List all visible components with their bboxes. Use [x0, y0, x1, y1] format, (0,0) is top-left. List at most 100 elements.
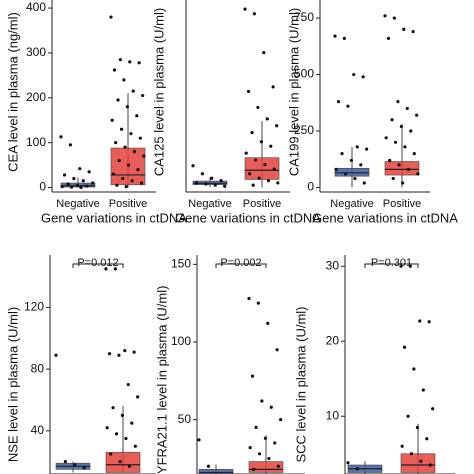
y-tick-label: 50 — [178, 412, 192, 426]
data-point — [87, 170, 91, 174]
data-point — [115, 183, 119, 187]
data-point — [260, 399, 264, 403]
data-point — [355, 145, 359, 149]
data-point — [85, 184, 89, 188]
data-point — [248, 172, 252, 176]
data-point — [123, 145, 127, 149]
y-tick-label: 250 — [294, 123, 314, 137]
data-point — [352, 72, 356, 77]
data-point — [132, 350, 136, 354]
data-point — [223, 184, 227, 188]
data-point — [104, 267, 108, 271]
data-point — [415, 113, 419, 117]
data-point — [353, 176, 357, 181]
data-point — [82, 466, 86, 470]
box — [244, 157, 280, 180]
y-tick-label: 750 — [294, 10, 314, 24]
data-point — [256, 105, 260, 110]
data-point — [138, 136, 142, 140]
data-point — [415, 425, 420, 430]
data-point — [112, 68, 117, 72]
data-point — [265, 117, 269, 121]
data-point — [391, 176, 395, 181]
data-point — [399, 264, 403, 268]
data-point — [262, 50, 266, 55]
data-point — [128, 60, 132, 64]
data-point — [126, 163, 131, 167]
data-point — [257, 452, 262, 456]
data-point — [400, 444, 404, 448]
y-axis-label: CEA level in plasma (ng/ml) — [5, 12, 20, 172]
x-axis-label: Gene variations in ctDNA — [175, 210, 321, 225]
data-point — [421, 388, 425, 392]
data-point — [359, 163, 363, 167]
data-point — [137, 61, 141, 65]
data-point — [428, 463, 432, 467]
data-point — [355, 467, 359, 471]
data-point — [210, 176, 214, 180]
data-point — [257, 176, 261, 180]
data-point — [418, 319, 422, 323]
data-point — [69, 185, 74, 189]
data-point — [54, 353, 58, 357]
data-point — [425, 437, 429, 441]
data-point — [109, 452, 113, 456]
significance-bracket — [215, 263, 267, 268]
data-point — [362, 181, 366, 185]
data-point — [275, 348, 279, 352]
panel: 0 100 200 300 400 CEA level in plasma (ng/ml)… — [5, 0, 187, 225]
data-point — [91, 181, 95, 185]
x-axis-label: Gene variations in ctDNA — [41, 210, 187, 225]
data-point — [219, 178, 223, 183]
data-point — [243, 7, 247, 11]
p-value: P=0.012 — [77, 257, 118, 269]
box — [198, 469, 234, 474]
data-point — [266, 321, 270, 325]
panel: CA125 level in plasma (U/ml) Negative Posi… — [151, 0, 321, 225]
data-point — [133, 444, 137, 448]
data-point — [250, 130, 254, 135]
box — [384, 161, 420, 176]
data-point — [431, 407, 435, 411]
data-point — [406, 414, 410, 418]
data-point — [252, 467, 256, 471]
data-point — [114, 141, 118, 145]
data-point — [131, 89, 135, 93]
data-point — [419, 459, 423, 463]
data-point — [132, 150, 137, 154]
data-point — [406, 167, 411, 172]
data-point — [392, 16, 396, 20]
data-point — [383, 14, 387, 18]
data-point — [126, 382, 130, 387]
data-point — [342, 36, 346, 41]
data-point — [116, 98, 120, 102]
data-point — [121, 176, 125, 181]
data-point — [246, 89, 251, 94]
data-point — [400, 181, 405, 185]
box — [400, 453, 436, 473]
y-axis-label: NSE level in plasma (U/ml) — [5, 307, 20, 462]
data-point — [139, 181, 144, 185]
data-point — [248, 445, 252, 450]
data-point — [72, 176, 76, 181]
data-point — [129, 132, 133, 136]
data-point — [333, 34, 337, 38]
data-point — [117, 158, 121, 163]
data-point — [263, 436, 268, 440]
data-point — [123, 349, 127, 353]
y-axis-label: CA199 level in plasma (U/ml) — [286, 8, 301, 176]
x-tick-label: Positive — [383, 198, 422, 210]
data-point — [343, 172, 348, 176]
data-point — [408, 264, 412, 268]
data-point — [105, 426, 109, 430]
y-axis-label: SCC level in plasma (U/ml) — [293, 306, 308, 462]
data-point — [213, 183, 217, 187]
data-point — [136, 395, 140, 399]
y-axis-label: CYFRA21.1 level in plasma (U/ml) — [154, 286, 169, 474]
y-tick-label: 30 — [326, 258, 340, 272]
data-point — [125, 105, 130, 109]
data-point — [269, 405, 273, 409]
data-point — [81, 179, 85, 183]
data-point — [271, 85, 275, 89]
